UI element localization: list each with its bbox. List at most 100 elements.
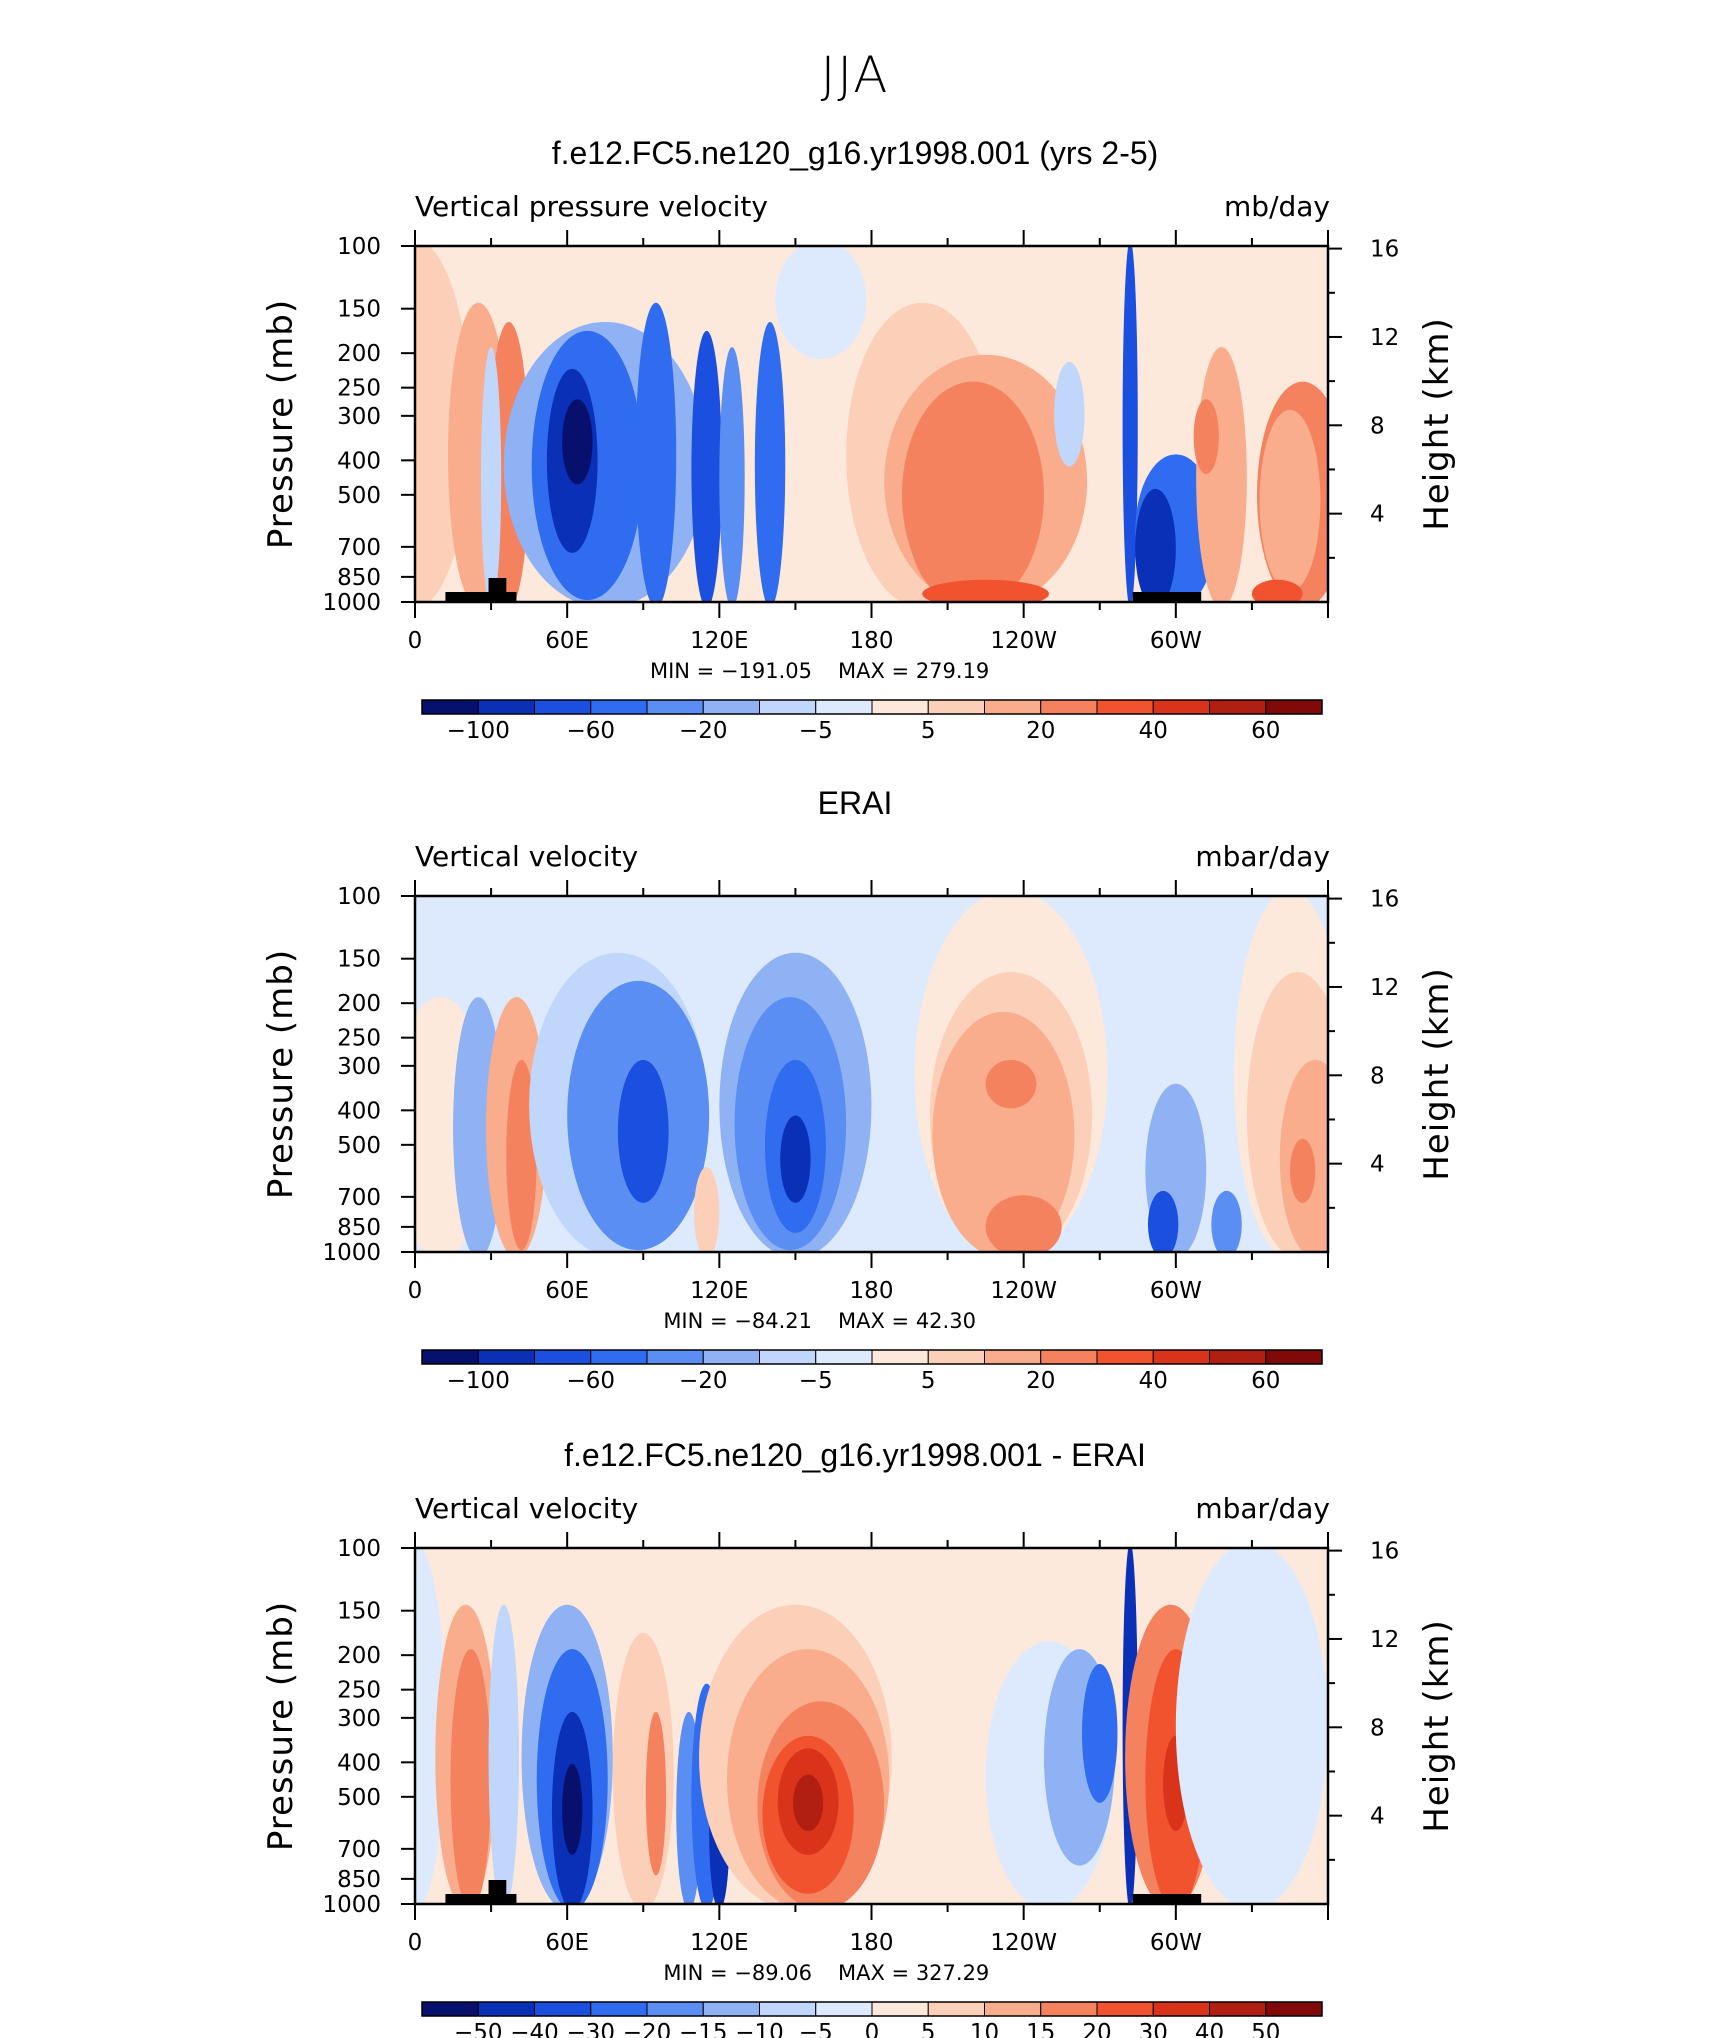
y2-tick-label: 16 [1370, 1539, 1399, 1565]
variable-label: Vertical pressure velocity [415, 190, 768, 223]
max-label: MAX = 279.19 [838, 659, 989, 683]
colorbar-label: 20 [1082, 2020, 1111, 2038]
y-tick-label: 400 [337, 1750, 381, 1776]
contour-region [1147, 1190, 1179, 1252]
variable-label: Vertical velocity [415, 1492, 638, 1525]
units-label: mb/day [1224, 190, 1330, 223]
colorbar-label: −20 [679, 718, 728, 744]
colorbar-swatch [871, 2001, 929, 2017]
y-tick-label: 1000 [322, 1240, 381, 1266]
y-tick-label: 300 [337, 1054, 381, 1080]
colorbar-label: 40 [1195, 2020, 1224, 2038]
min-label: MIN = −191.05 [650, 659, 812, 683]
chart-title: ERAI [818, 785, 893, 821]
colorbar-label: 50 [1251, 2020, 1280, 2038]
contour-region [754, 322, 786, 602]
y2-tick-label: 8 [1370, 413, 1385, 439]
colorbar-swatch [759, 2001, 817, 2017]
contour-region [780, 1115, 811, 1203]
y-tick-label: 200 [337, 341, 381, 367]
y2-tick-label: 12 [1370, 975, 1399, 1001]
colorbar-swatch [421, 2001, 479, 2017]
topography-mask [445, 592, 517, 602]
panel-difference: f.e12.FC5.ne120_g16.yr1998.001 - ERAI Ver… [0, 1302, 1710, 2038]
contour-region [932, 1011, 1075, 1252]
x-tick-label: 60W [1150, 1278, 1202, 1304]
chart-svg: f.e12.FC5.ne120_g16.yr1998.001 - ERAI Ver… [261, 1437, 1457, 2038]
panel-model: f.e12.FC5.ne120_g16.yr1998.001 (yrs 2-5)… [0, 0, 1710, 760]
colorbar-swatch [534, 2001, 592, 2017]
y-tick-label: 150 [337, 947, 381, 973]
colorbar-label: −5 [799, 718, 833, 744]
contour-field [415, 1548, 1328, 1904]
colorbar-swatch [1265, 2001, 1323, 2017]
y-tick-label: 1000 [322, 1892, 381, 1918]
y-tick-label: 400 [337, 1098, 381, 1124]
y-axis-title: Pressure (mb) [261, 949, 301, 1199]
x-tick-label: 120W [990, 1278, 1057, 1304]
chart-svg: f.e12.FC5.ne120_g16.yr1998.001 (yrs 2-5)… [261, 135, 1457, 744]
colorbar-swatch [702, 2001, 760, 2017]
y-tick-label: 850 [337, 1215, 381, 1241]
contour-region [1175, 1548, 1328, 1904]
y2-axis-title: Height (km) [1417, 1619, 1457, 1833]
contour-region [562, 399, 593, 485]
contour-region [1054, 361, 1085, 467]
contour-region [792, 1774, 824, 1832]
colorbar-label: 60 [1251, 718, 1280, 744]
colorbar-swatch [477, 2001, 535, 2017]
y-tick-label: 250 [337, 1026, 381, 1052]
contour-region [1251, 579, 1303, 602]
y-tick-label: 100 [337, 234, 381, 260]
contour-region [1196, 347, 1247, 602]
x-tick-label: 60E [545, 1278, 589, 1304]
topography-mask [1132, 1894, 1202, 1904]
max-label: MAX = 327.29 [838, 1961, 989, 1985]
contour-region [909, 461, 1011, 601]
topography-mask [488, 578, 507, 602]
chart-title: f.e12.FC5.ne120_g16.yr1998.001 (yrs 2-5) [552, 135, 1159, 171]
colorbar-label: 40 [1139, 1368, 1168, 1394]
y2-tick-label: 12 [1370, 325, 1399, 351]
y-tick-label: 850 [337, 565, 381, 591]
contour-region [480, 347, 502, 602]
y2-tick-label: 16 [1370, 887, 1399, 913]
y-tick-label: 500 [337, 1785, 381, 1811]
panel-erai: ERAI Vertical velocity mbar/day 0 60E 120E 180… [0, 650, 1710, 1410]
contour-field [415, 896, 1328, 1252]
colorbar-label: 20 [1026, 1368, 1055, 1394]
colorbar-label: −60 [566, 1368, 615, 1394]
colorbar-label: −5 [799, 1368, 833, 1394]
contour-region [617, 1059, 669, 1203]
colorbar-frame [421, 2001, 1323, 2017]
y2-tick-label: 4 [1370, 502, 1385, 528]
colorbar-swatch [1152, 2001, 1210, 2017]
min-label: MIN = −89.06 [663, 1961, 812, 1985]
contour-region [450, 1649, 492, 1904]
contour-region [693, 1167, 720, 1252]
y-tick-label: 300 [337, 404, 381, 430]
x-tick-label: 180 [850, 1930, 894, 1956]
colorbar-label: −10 [735, 2020, 784, 2038]
x-tick-label: 180 [850, 1278, 894, 1304]
contour-region [1211, 1190, 1242, 1252]
y2-tick-label: 4 [1370, 1152, 1385, 1178]
colorbar-label: −20 [623, 2020, 672, 2038]
contour-region [922, 579, 1050, 602]
colorbar-label: 40 [1139, 718, 1168, 744]
x-tick-label: 120E [690, 1930, 748, 1956]
y-tick-label: 250 [337, 1678, 381, 1704]
max-label: MAX = 42.30 [838, 1309, 976, 1333]
colorbar-swatch [1040, 2001, 1098, 2017]
y2-tick-label: 16 [1370, 237, 1399, 263]
colorbar-swatch [1096, 2001, 1154, 2017]
topography-mask [445, 1894, 517, 1904]
y2-axis-title: Height (km) [1417, 317, 1457, 531]
x-tick-label: 120E [690, 1278, 748, 1304]
colorbar-label: 10 [970, 2020, 999, 2038]
page-title: JJA [820, 46, 890, 104]
colorbar-swatch [590, 2001, 648, 2017]
contour-region [1279, 1059, 1328, 1252]
contour-region [1122, 246, 1138, 602]
y-tick-label: 700 [337, 1185, 381, 1211]
